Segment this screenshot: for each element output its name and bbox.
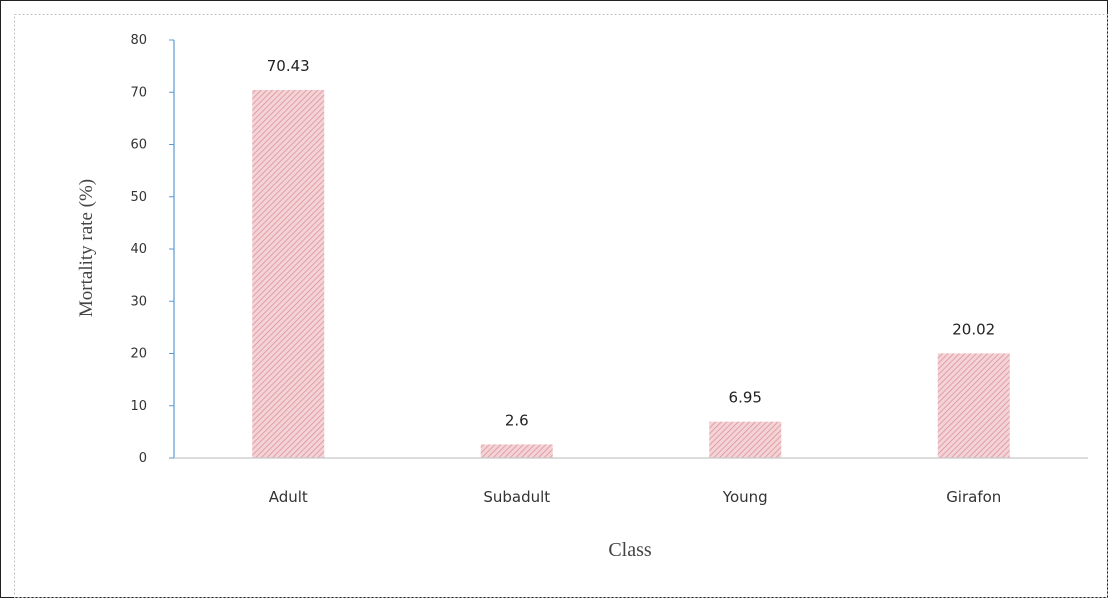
data-labels: 70.43 2.6 6.95 20.02 — [267, 57, 995, 429]
data-label-subadult: 2.6 — [505, 411, 529, 429]
y-tick-label: 30 — [130, 294, 147, 309]
inner-border — [14, 14, 1108, 598]
x-axis-title: Class — [608, 539, 652, 561]
bar-subadult — [480, 444, 553, 458]
bar-adult — [252, 90, 325, 459]
x-axis-categories: Adult Subadult Young Girafon — [269, 488, 1002, 506]
y-tick-label: 0 — [139, 451, 147, 466]
x-tick-label-adult: Adult — [269, 488, 308, 506]
y-tick-label: 50 — [130, 190, 147, 205]
y-tick-label: 20 — [130, 347, 147, 362]
y-axis-title: Mortality rate (%) — [76, 179, 97, 317]
bar-young — [709, 421, 782, 458]
data-label-adult: 70.43 — [267, 57, 310, 75]
x-tick-label-subadult: Subadult — [483, 488, 550, 506]
bar-girafon — [937, 353, 1010, 458]
data-label-girafon: 20.02 — [952, 320, 995, 338]
y-tick-label: 70 — [130, 85, 147, 100]
data-label-young: 6.95 — [729, 389, 762, 407]
y-axis-ticks: 0 10 20 30 40 50 60 70 80 — [130, 33, 174, 466]
y-tick-label: 10 — [130, 399, 147, 414]
x-tick-label-girafon: Girafon — [946, 488, 1001, 506]
y-tick-label: 60 — [130, 138, 147, 153]
y-tick-label: 80 — [130, 33, 147, 48]
bars — [252, 90, 1010, 459]
y-tick-label: 40 — [130, 242, 147, 257]
x-tick-label-young: Young — [722, 488, 768, 506]
